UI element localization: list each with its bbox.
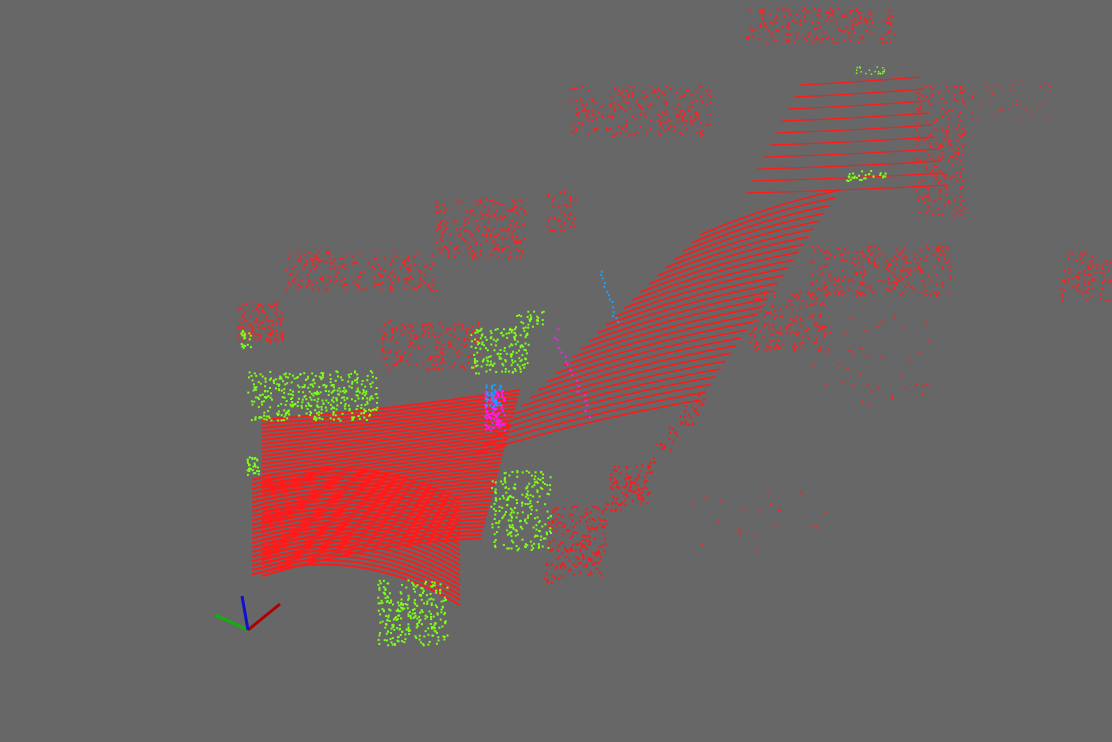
- y-axis-line: [214, 613, 249, 632]
- vehicle-points: [240, 66, 887, 647]
- x-axis-line: [247, 602, 281, 632]
- ground-points: [251, 76, 948, 606]
- z-axis-line: [240, 595, 250, 631]
- building-points: [237, 7, 1112, 584]
- xyz-axes-icon: [214, 595, 281, 632]
- pedestrian-points: [484, 270, 620, 432]
